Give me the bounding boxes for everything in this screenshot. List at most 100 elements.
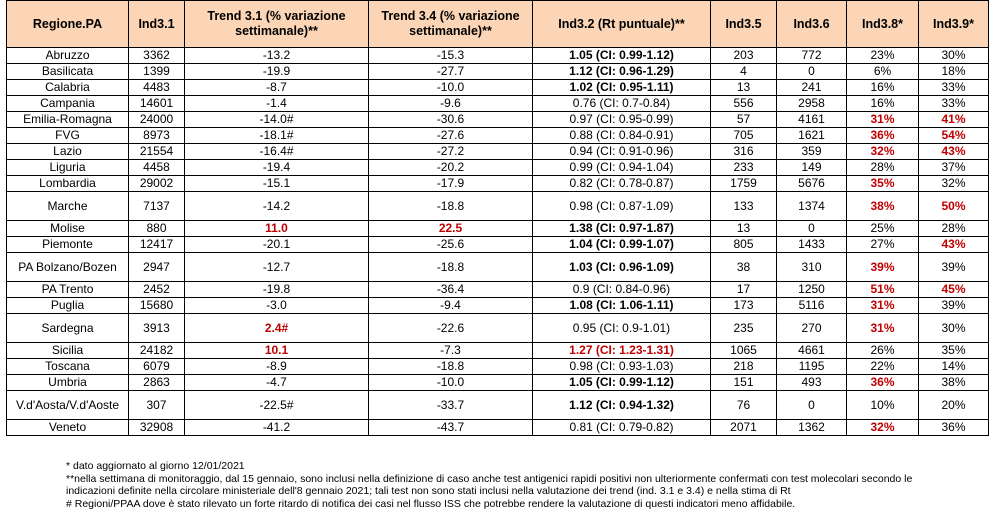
cell-ind3-1: 1399 — [128, 63, 185, 80]
cell-ind3-6: 5116 — [776, 297, 847, 314]
cell-ind3-8: 23% — [846, 47, 919, 64]
cell-ind3-8: 16% — [846, 79, 919, 96]
cell-regione: Puglia — [6, 297, 129, 314]
footnote-asterisk: * dato aggiornato al giorno 12/01/2021 — [66, 460, 245, 472]
cell-regione: Veneto — [6, 419, 129, 436]
cell-ind3-1: 2452 — [128, 281, 185, 298]
cell-ind3-8: 27% — [846, 236, 919, 253]
cell-ind3-1: 7137 — [128, 191, 185, 221]
cell-ind3-1: 24000 — [128, 111, 185, 128]
cell-trend3-4: -15.3 — [368, 47, 533, 64]
cell-ind3-8: 25% — [846, 220, 919, 237]
cell-ind3-6: 493 — [776, 374, 847, 391]
cell-ind3-1: 24182 — [128, 342, 185, 359]
cell-ind3-6: 149 — [776, 159, 847, 176]
header-row: Regione.PA Ind3.1 Trend 3.1 (% variazion… — [6, 0, 989, 48]
table-row: PA Trento 2452 -19.8 -36.4 0.9 (CI: 0.84-0.9… — [6, 281, 989, 298]
cell-ind3-1: 8973 — [128, 127, 185, 144]
cell-ind3-8: 35% — [846, 175, 919, 192]
cell-ind3-6: 0 — [776, 220, 847, 237]
cell-ind3-5: 218 — [710, 358, 777, 375]
cell-trend3-4: -18.8 — [368, 358, 533, 375]
cell-ind3-2: 0.98 (CI: 0.93-1.03) — [532, 358, 711, 375]
cell-ind3-5: 151 — [710, 374, 777, 391]
cell-regione: V.d'Aosta/V.d'Aoste — [6, 390, 129, 420]
table-row: Marche 7137 -14.2 -18.8 0.98 (CI: 0.87-1.09)… — [6, 191, 989, 221]
cell-ind3-8: 31% — [846, 111, 919, 128]
indicators-table-container: Regione.PA Ind3.1 Trend 3.1 (% variazion… — [6, 0, 989, 436]
cell-trend3-1: -20.1 — [184, 236, 369, 253]
cell-trend3-4: -27.7 — [368, 63, 533, 80]
cell-trend3-4: 22.5 — [368, 220, 533, 237]
cell-trend3-4: -27.6 — [368, 127, 533, 144]
cell-regione: Piemonte — [6, 236, 129, 253]
footnote-double-asterisk-cont: indicazioni definite nella circolare min… — [66, 485, 791, 497]
col-header-ind3-5: Ind3.5 — [710, 0, 777, 48]
cell-ind3-2: 0.81 (CI: 0.79-0.82) — [532, 419, 711, 436]
cell-trend3-1: -19.9 — [184, 63, 369, 80]
cell-ind3-1: 32908 — [128, 419, 185, 436]
cell-trend3-4: -22.6 — [368, 313, 533, 343]
cell-ind3-2: 1.05 (CI: 0.99-1.12) — [532, 374, 711, 391]
cell-ind3-9: 37% — [918, 159, 989, 176]
table-row: Piemonte 12417 -20.1 -25.6 1.04 (CI: 0.99-1.… — [6, 236, 989, 253]
footnote-hash: # Regioni/PPAA dove è stato rilevato un … — [66, 497, 796, 510]
cell-regione: Liguria — [6, 159, 129, 176]
cell-trend3-4: -30.6 — [368, 111, 533, 128]
cell-ind3-6: 5676 — [776, 175, 847, 192]
col-header-ind3-1: Ind3.1 — [128, 0, 185, 48]
cell-trend3-1: -15.1 — [184, 175, 369, 192]
cell-regione: Abruzzo — [6, 47, 129, 64]
table-row: Liguria 4458 -19.4 -20.2 0.99 (CI: 0.94-1.04… — [6, 159, 989, 176]
footnotes: * dato aggiornato al giorno 12/01/2021 *… — [66, 460, 986, 510]
cell-ind3-9: 45% — [918, 281, 989, 298]
cell-ind3-9: 14% — [918, 358, 989, 375]
cell-ind3-9: 54% — [918, 127, 989, 144]
cell-regione: FVG — [6, 127, 129, 144]
cell-ind3-6: 1250 — [776, 281, 847, 298]
cell-ind3-8: 51% — [846, 281, 919, 298]
cell-ind3-2: 1.03 (CI: 0.96-1.09) — [532, 252, 711, 282]
cell-ind3-5: 76 — [710, 390, 777, 420]
cell-ind3-8: 36% — [846, 374, 919, 391]
cell-ind3-2: 0.94 (CI: 0.91-0.96) — [532, 143, 711, 160]
cell-ind3-6: 4661 — [776, 342, 847, 359]
cell-ind3-1: 12417 — [128, 236, 185, 253]
cell-trend3-4: -25.6 — [368, 236, 533, 253]
cell-ind3-8: 36% — [846, 127, 919, 144]
cell-ind3-8: 26% — [846, 342, 919, 359]
cell-ind3-1: 3913 — [128, 313, 185, 343]
cell-trend3-4: -7.3 — [368, 342, 533, 359]
cell-ind3-6: 1621 — [776, 127, 847, 144]
cell-trend3-4: -20.2 — [368, 159, 533, 176]
cell-ind3-2: 1.12 (CI: 0.94-1.32) — [532, 390, 711, 420]
cell-ind3-5: 805 — [710, 236, 777, 253]
cell-ind3-2: 1.38 (CI: 0.97-1.87) — [532, 220, 711, 237]
cell-regione: Molise — [6, 220, 129, 237]
cell-ind3-1: 15680 — [128, 297, 185, 314]
cell-ind3-2: 0.9 (CI: 0.84-0.96) — [532, 281, 711, 298]
cell-ind3-9: 39% — [918, 252, 989, 282]
cell-ind3-6: 1362 — [776, 419, 847, 436]
table-row: Basilicata 1399 -19.9 -27.7 1.12 (CI: 0.96-1… — [6, 63, 989, 80]
col-header-ind3-2: Ind3.2 (Rt puntuale)** — [532, 0, 711, 48]
cell-ind3-6: 1433 — [776, 236, 847, 253]
cell-ind3-5: 4 — [710, 63, 777, 80]
cell-ind3-8: 32% — [846, 143, 919, 160]
cell-trend3-1: -3.0 — [184, 297, 369, 314]
table-row: Puglia 15680 -3.0 -9.4 1.08 (CI: 1.06-1.11) 1… — [6, 297, 989, 314]
table-row: Campania 14601 -1.4 -9.6 0.76 (CI: 0.7-0.84)… — [6, 95, 989, 112]
table-row: Lombardia 29002 -15.1 -17.9 0.82 (CI: 0.78-0… — [6, 175, 989, 192]
indicators-table: Regione.PA Ind3.1 Trend 3.1 (% variazion… — [6, 0, 989, 436]
cell-ind3-5: 133 — [710, 191, 777, 221]
cell-ind3-2: 0.97 (CI: 0.95-0.99) — [532, 111, 711, 128]
cell-ind3-6: 1374 — [776, 191, 847, 221]
cell-trend3-1: -19.8 — [184, 281, 369, 298]
cell-ind3-8: 16% — [846, 95, 919, 112]
cell-ind3-5: 1065 — [710, 342, 777, 359]
cell-trend3-1: -41.2 — [184, 419, 369, 436]
cell-ind3-1: 4458 — [128, 159, 185, 176]
cell-ind3-9: 38% — [918, 374, 989, 391]
cell-trend3-4: -18.8 — [368, 252, 533, 282]
cell-ind3-8: 28% — [846, 159, 919, 176]
